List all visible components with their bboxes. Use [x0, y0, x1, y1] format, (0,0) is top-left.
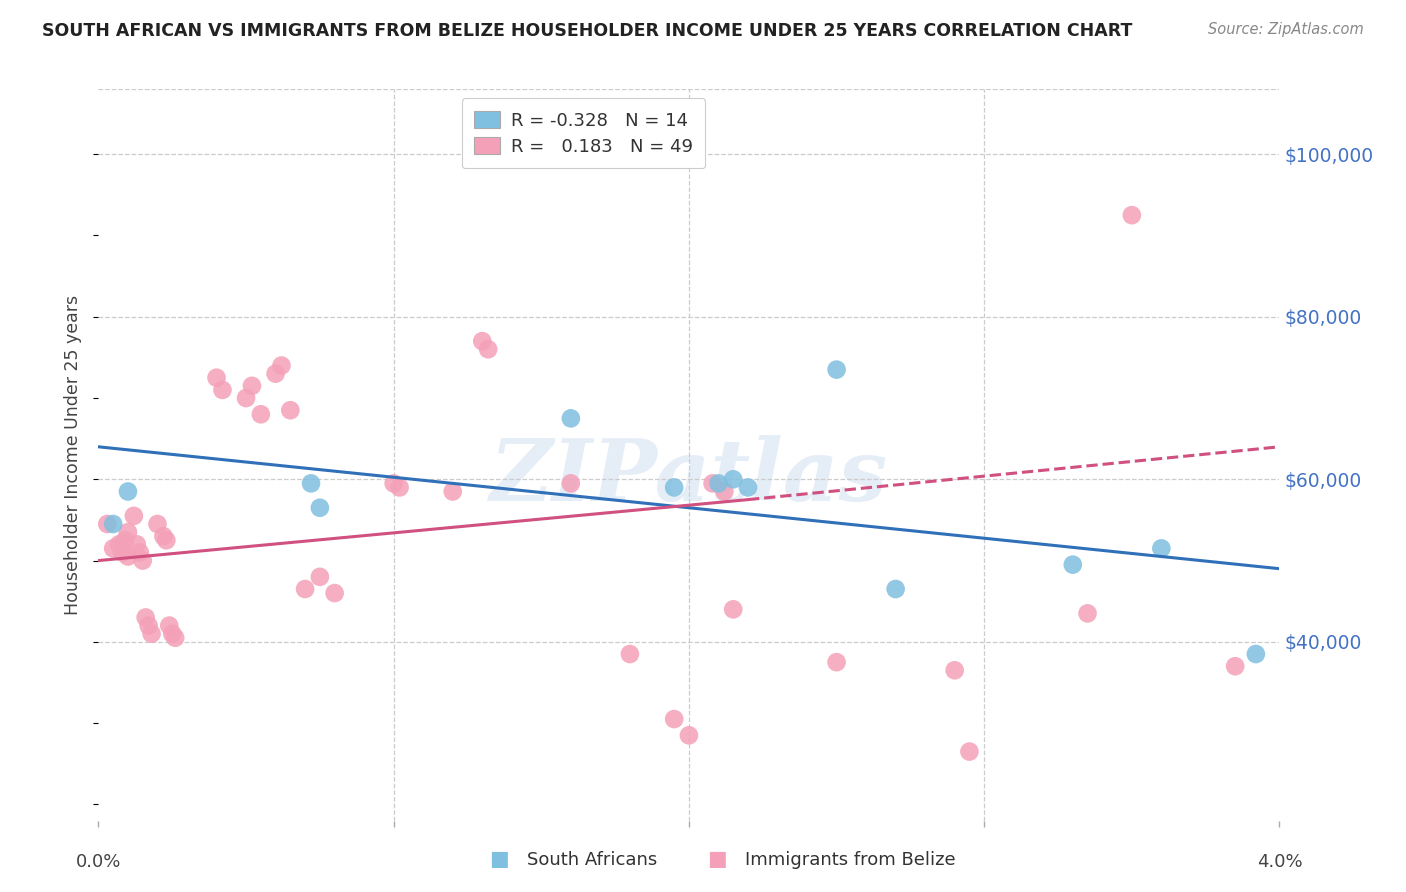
Point — [162, 626, 183, 640]
Point — [270, 359, 292, 373]
Point — [111, 545, 134, 559]
Point — [664, 480, 686, 494]
Point — [278, 403, 302, 417]
Text: Immigrants from Belize: Immigrants from Belize — [745, 851, 956, 869]
Point — [114, 533, 136, 548]
Point — [103, 541, 125, 556]
Text: Source: ZipAtlas.com: Source: ZipAtlas.com — [1208, 22, 1364, 37]
Point — [155, 533, 177, 548]
Text: ZIPatlas: ZIPatlas — [489, 435, 889, 518]
Point — [264, 367, 287, 381]
Point — [664, 712, 686, 726]
Point — [205, 370, 228, 384]
Point — [117, 549, 139, 564]
Text: SOUTH AFRICAN VS IMMIGRANTS FROM BELIZE HOUSEHOLDER INCOME UNDER 25 YEARS CORREL: SOUTH AFRICAN VS IMMIGRANTS FROM BELIZE … — [42, 22, 1133, 40]
Point — [117, 484, 139, 499]
Point — [1223, 659, 1246, 673]
Text: ■: ■ — [707, 849, 727, 869]
Point — [713, 484, 735, 499]
Point — [737, 480, 759, 494]
Point — [157, 618, 180, 632]
Point — [721, 602, 744, 616]
Legend: R = -0.328   N = 14, R =   0.183   N = 49: R = -0.328 N = 14, R = 0.183 N = 49 — [461, 98, 706, 169]
Point — [141, 626, 163, 640]
Point — [308, 500, 332, 515]
Point — [441, 484, 464, 499]
Point — [619, 647, 641, 661]
Point — [122, 508, 145, 523]
Point — [250, 407, 273, 421]
Point — [128, 545, 150, 559]
Point — [560, 411, 582, 425]
Text: South Africans: South Africans — [527, 851, 658, 869]
Point — [108, 537, 131, 551]
Text: ■: ■ — [489, 849, 509, 869]
Point — [1077, 607, 1099, 621]
Point — [125, 537, 148, 551]
Point — [477, 343, 499, 357]
Point — [294, 582, 316, 596]
Point — [211, 383, 233, 397]
Point — [678, 728, 700, 742]
Point — [707, 476, 730, 491]
Point — [388, 480, 411, 494]
Point — [146, 516, 169, 531]
Point — [1244, 647, 1267, 661]
Point — [96, 516, 118, 531]
Point — [721, 472, 744, 486]
Point — [138, 618, 160, 632]
Point — [240, 379, 263, 393]
Point — [165, 631, 187, 645]
Point — [884, 582, 907, 596]
Point — [957, 745, 980, 759]
Point — [1062, 558, 1084, 572]
Point — [117, 525, 139, 540]
Point — [135, 610, 157, 624]
Point — [299, 476, 322, 491]
Point — [1121, 208, 1143, 222]
Point — [560, 476, 582, 491]
Point — [308, 570, 332, 584]
Point — [382, 476, 405, 491]
Y-axis label: Householder Income Under 25 years: Householder Income Under 25 years — [65, 295, 83, 615]
Point — [471, 334, 494, 348]
Point — [702, 476, 724, 491]
Text: 4.0%: 4.0% — [1257, 853, 1302, 871]
Point — [103, 516, 125, 531]
Point — [323, 586, 346, 600]
Point — [152, 529, 174, 543]
Text: 0.0%: 0.0% — [76, 853, 121, 871]
Point — [235, 391, 257, 405]
Point — [1150, 541, 1173, 556]
Point — [825, 362, 848, 376]
Point — [943, 663, 966, 677]
Point — [825, 655, 848, 669]
Point — [132, 553, 155, 567]
